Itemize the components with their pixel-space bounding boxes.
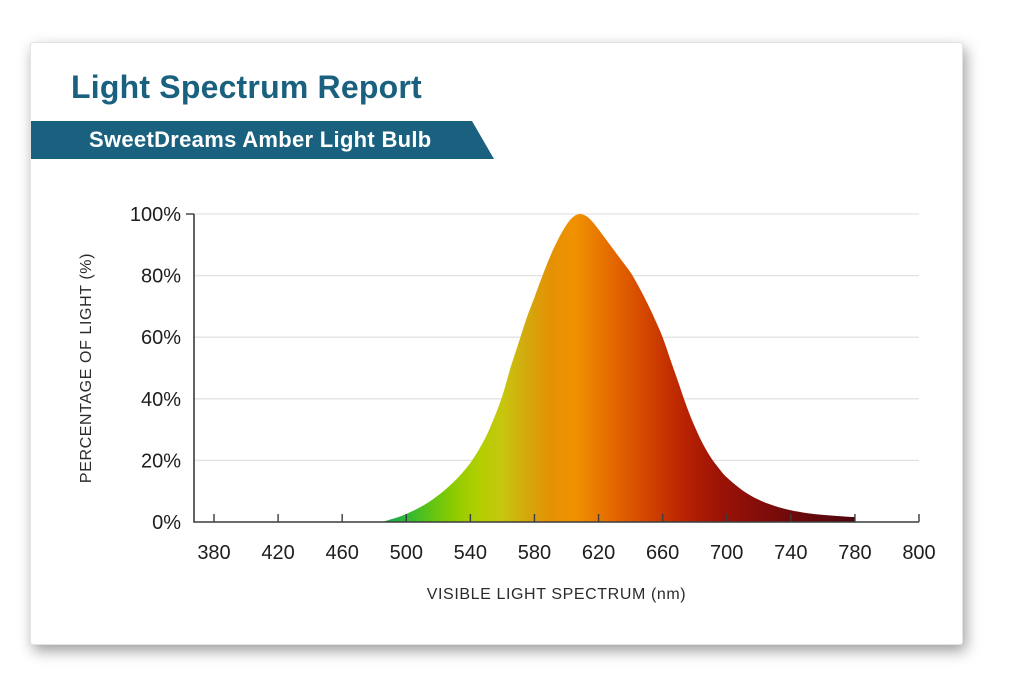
spectrum-chart: 380 420 460 500 540 580 620 660 700 740 780 800 0% 20… xyxy=(31,43,962,644)
y-tick-label-60%: 60% xyxy=(141,327,181,349)
page-title: Light Spectrum Report xyxy=(71,69,422,105)
y-tick-label-20%: 20% xyxy=(141,450,181,472)
spectrum-chart-canvas: 380 420 460 500 540 580 620 660 700 740 780 800 0% 20… xyxy=(130,204,936,564)
x-tick-label-460: 460 xyxy=(325,542,358,564)
x-axis-title: VISIBLE LIGHT SPECTRUM (nm) xyxy=(426,586,687,603)
x-tick-label-780: 780 xyxy=(838,542,871,564)
x-tick-label-620: 620 xyxy=(582,542,615,564)
product-banner-label: SweetDreams Amber Light Bulb xyxy=(89,127,432,152)
report-card: Light Spectrum Report SweetDreams Amber … xyxy=(30,42,963,645)
x-tick-label-500: 500 xyxy=(390,542,423,564)
y-tick-label-0%: 0% xyxy=(152,512,181,534)
product-banner: SweetDreams Amber Light Bulb xyxy=(31,121,494,159)
x-tick-label-420: 420 xyxy=(261,542,294,564)
y-tick-label-100%: 100% xyxy=(130,204,181,226)
x-tick-label-540: 540 xyxy=(454,542,487,564)
y-tick-label-80%: 80% xyxy=(141,266,181,288)
x-tick-label-800: 800 xyxy=(902,542,935,564)
x-tick-label-660: 660 xyxy=(646,542,679,564)
y-tick-label-40%: 40% xyxy=(141,389,181,411)
x-tick-label-580: 580 xyxy=(518,542,551,564)
x-tick-label-380: 380 xyxy=(197,542,230,564)
spectrum-area-series xyxy=(382,213,855,523)
axes-lines xyxy=(193,214,919,523)
x-tick-label-700: 700 xyxy=(710,542,743,564)
y-axis-title: PERCENTAGE OF LIGHT (%) xyxy=(78,252,95,484)
x-tick-label-740: 740 xyxy=(774,542,807,564)
